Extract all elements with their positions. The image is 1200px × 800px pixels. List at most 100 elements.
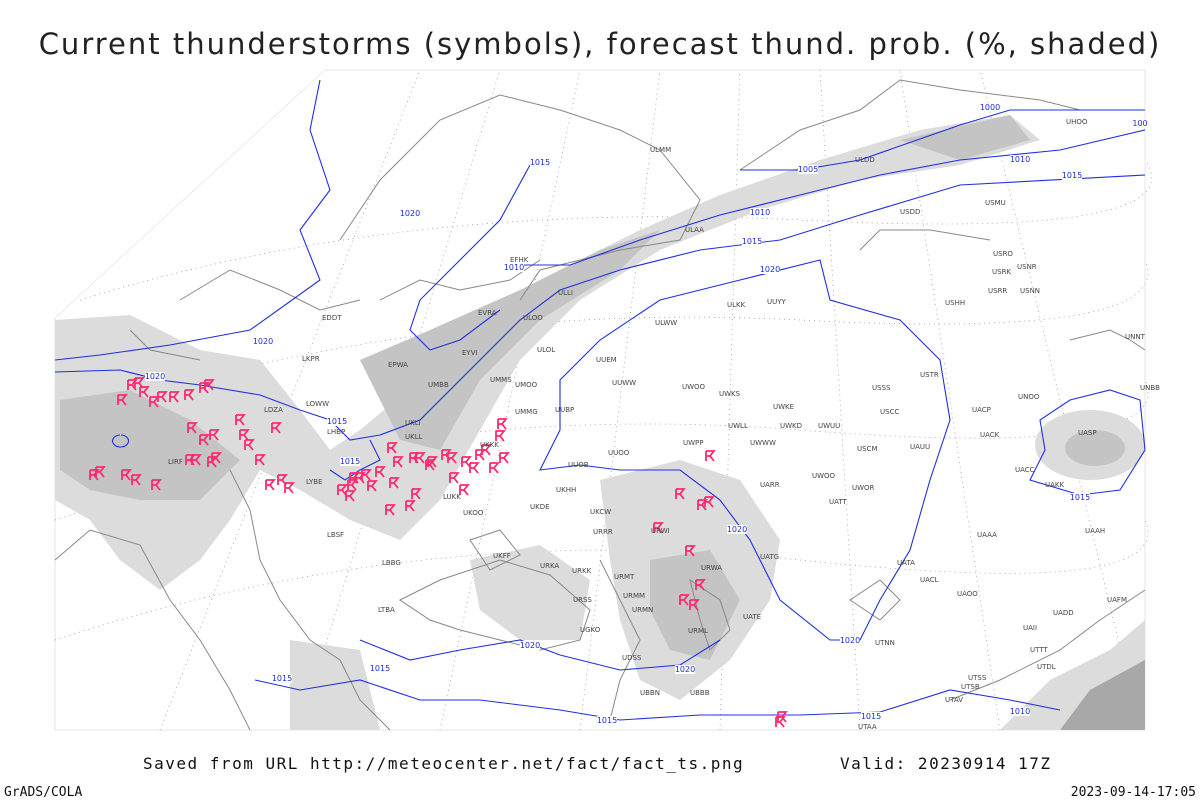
thunderstorm-symbol — [157, 391, 168, 403]
thunderstorm-symbol — [393, 456, 404, 468]
isobar-label-bg — [597, 716, 617, 725]
station-label: UWPP — [683, 439, 704, 447]
station-label: UATT — [829, 498, 848, 506]
thunderstorm-symbol — [405, 500, 416, 512]
isobar-label-bg — [980, 103, 1000, 112]
station-label: EFHK — [510, 256, 529, 264]
isobar-label: 1015 — [861, 712, 881, 721]
thunderstorm-symbol — [705, 450, 716, 462]
valid-time: Valid: 20230914 17Z — [840, 754, 1052, 773]
station-label: UNOO — [1018, 393, 1040, 401]
thunderstorm-symbol — [347, 479, 358, 491]
thunderstorm-symbol — [169, 391, 180, 403]
isobar-label-bg — [760, 265, 780, 274]
thunderstorm-symbol — [121, 469, 132, 481]
station-label: UHOO — [1066, 118, 1088, 126]
station-label: LTBA — [378, 606, 395, 614]
thunderstorm-symbol — [695, 579, 706, 591]
station-label: UUWW — [612, 379, 636, 387]
station-label: ULMM — [650, 146, 671, 154]
thunderstorm-symbol — [199, 434, 210, 446]
thunderstorm-symbol — [497, 418, 508, 430]
station-label: UAAA — [977, 531, 997, 539]
isobar-label: 1020 — [253, 337, 273, 346]
station-label: UWOO — [682, 383, 706, 391]
thunderstorm-symbol — [367, 480, 378, 492]
isobar-label-bg — [1062, 171, 1082, 180]
station-label: USRO — [993, 250, 1013, 258]
station-label: USRR — [988, 287, 1007, 295]
station-label: UKCW — [590, 508, 611, 516]
station-label: UKKK — [480, 441, 499, 449]
isobar-label-bg — [253, 337, 273, 346]
station-label: UATA — [897, 559, 915, 567]
station-label: ULDD — [855, 156, 875, 164]
thunderstorm-symbol — [411, 488, 422, 500]
isobar-label: 100 — [1132, 119, 1147, 128]
station-label: UWLL — [728, 422, 748, 430]
isobar-label-bg — [861, 712, 881, 721]
thunderstorm-symbol — [361, 469, 372, 481]
thunderstorm-symbol — [675, 488, 686, 500]
isobar-label: 1015 — [272, 674, 292, 683]
isobar-label-bg — [1130, 119, 1150, 128]
thunderstorm-symbol — [495, 430, 506, 442]
thunderstorm-symbol — [277, 474, 288, 486]
station-label: USNN — [1020, 287, 1040, 295]
station-label: URML — [688, 627, 708, 635]
station-label: USHH — [945, 299, 965, 307]
isobar-label-bg — [272, 674, 292, 683]
thunderstorm-symbol — [187, 422, 198, 434]
isobar-label-bg — [1010, 155, 1030, 164]
thunderstorm-symbol — [265, 479, 276, 491]
station-label: LKPR — [302, 355, 320, 363]
station-label: URMT — [614, 573, 635, 581]
thunderstorm-symbol — [697, 499, 708, 511]
thunderstorm-symbol — [117, 394, 128, 406]
station-label: UACK — [980, 431, 1000, 439]
isobar-label: 1010 — [750, 208, 770, 217]
station-label: USCM — [857, 445, 878, 453]
isobar-label: 1000 — [980, 103, 1000, 112]
station-label: ULOL — [537, 346, 555, 354]
map-title: Current thunderstorms (symbols), forecas… — [39, 27, 1162, 61]
thunderstorm-symbol — [211, 452, 222, 464]
thunderstorm-symbol — [191, 454, 202, 466]
station-label: UNNT — [1125, 333, 1146, 341]
station-label: UATE — [743, 613, 761, 621]
isobar-label-bg — [145, 372, 165, 381]
isobar-label: 1015 — [1070, 493, 1090, 502]
station-label: USNR — [1017, 263, 1037, 271]
thunderstorm-symbol — [775, 716, 786, 728]
station-label: UAAH — [1085, 527, 1105, 535]
isobar-label-bg — [1010, 707, 1030, 716]
station-label: URMM — [623, 592, 645, 600]
thunderstorm-symbol — [459, 484, 470, 496]
isobar-label-bg — [530, 158, 550, 167]
station-label: UWOR — [852, 484, 875, 492]
station-label: UUBP — [555, 406, 574, 414]
thunderstorm-symbol — [349, 472, 360, 484]
isobar-label-bg — [340, 457, 360, 466]
isobar-label: 1010 — [504, 263, 524, 272]
station-label: UASP — [1078, 429, 1097, 437]
thunderstorm-symbol — [469, 462, 480, 474]
station-label: UTNN — [875, 639, 895, 647]
station-label: UWOO — [812, 472, 836, 480]
station-label: UGKO — [580, 626, 601, 634]
thunderstorm-symbol — [271, 422, 282, 434]
thunderstorm-symbol — [209, 429, 220, 441]
station-label: UTSB — [961, 683, 980, 691]
station-label: LBSF — [327, 531, 344, 539]
isobar-label: 1020 — [675, 665, 695, 674]
thunderstorm-symbol — [461, 456, 472, 468]
isobar-label: 1015 — [1062, 171, 1082, 180]
isobar-label: 1010 — [1010, 707, 1030, 716]
isobar-label: 1020 — [520, 641, 540, 650]
station-label: UARR — [760, 481, 780, 489]
station-label: URKK — [572, 567, 592, 575]
thunderstorm-symbol — [689, 599, 700, 611]
thunderstorm-symbol — [239, 429, 250, 441]
isobar-label: 1015 — [370, 664, 390, 673]
isobar-label: 1020 — [145, 372, 165, 381]
